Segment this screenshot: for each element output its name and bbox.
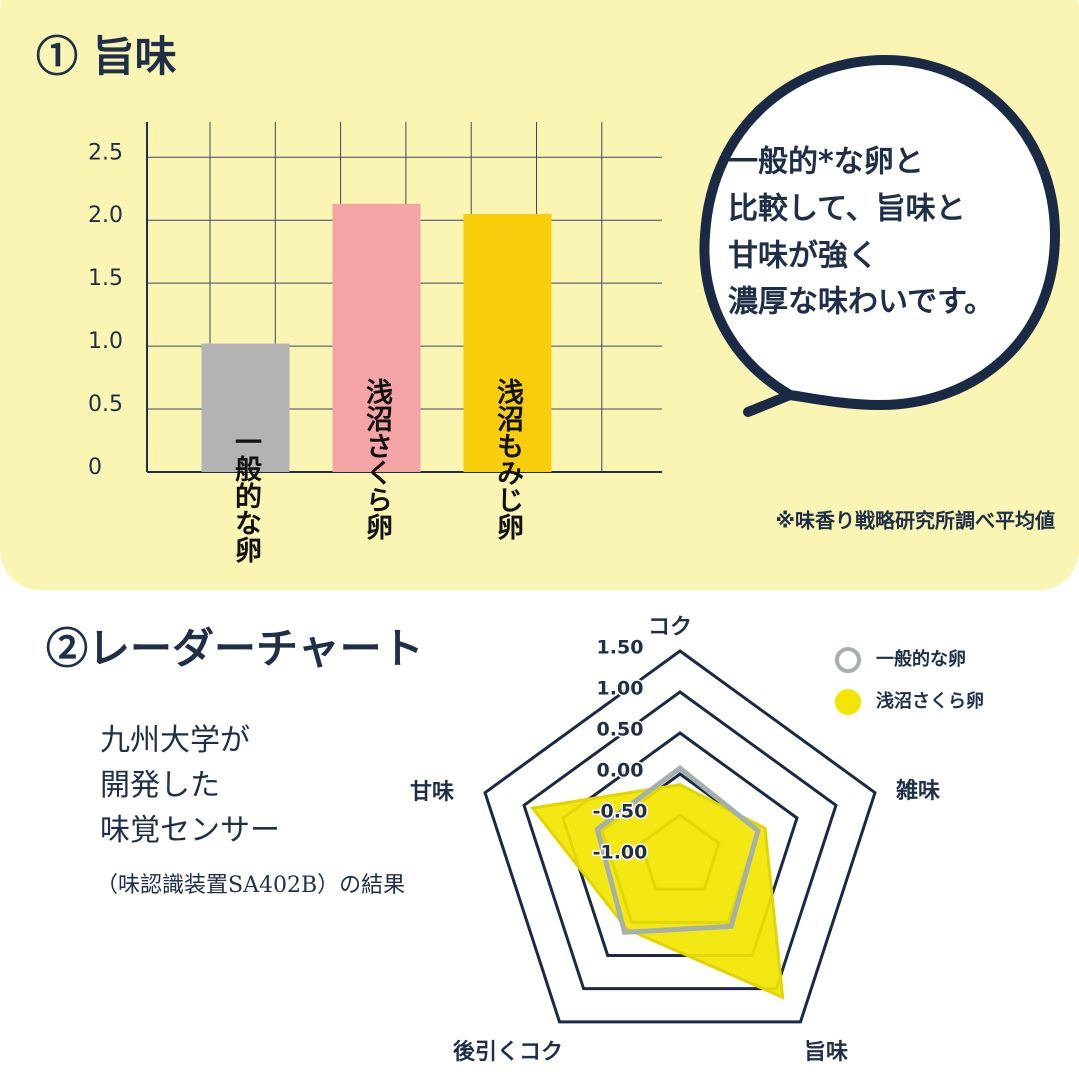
legend-label: 浅沼さくら卵 — [876, 690, 984, 712]
category-label: 浅沼もみじ卵 — [492, 378, 524, 541]
axis-label: コク — [648, 615, 692, 640]
r-tick-label: 1.50 — [597, 637, 644, 659]
r-tick-label: 1.00 — [597, 678, 644, 700]
axis-label: 雑味 — [895, 778, 940, 804]
y-tick-label: 1.5 — [88, 266, 123, 291]
series-area — [529, 783, 785, 1000]
axis-label: 後引くコク — [453, 1039, 563, 1065]
ring — [522, 690, 838, 991]
description-line: 開発した — [100, 768, 220, 803]
r-tick-label: -1.00 — [593, 842, 648, 864]
category-label: 浅沼さくら卵 — [361, 378, 393, 541]
bubble-line: 甘味が強く — [728, 239, 878, 274]
legend-label: 一般的な卵 — [876, 648, 966, 670]
bubble-line: 比較して、旨味と — [728, 192, 966, 227]
category-label: 一般的な卵 — [230, 428, 262, 564]
description-line: 九州大学が — [100, 723, 250, 758]
bar — [201, 343, 290, 472]
legend-marker — [835, 647, 861, 673]
axis-label: 旨味 — [804, 1040, 848, 1065]
bubble-line: 一般的*な卵と — [728, 145, 924, 180]
radar-title: ②レーダーチャート — [46, 624, 424, 673]
y-tick-label: 2.0 — [88, 203, 123, 228]
r-tick-label: 0.00 — [597, 760, 644, 782]
bar — [332, 203, 421, 472]
description-small: （味認識装置SA402B）の結果 — [96, 873, 405, 898]
speech-bubble — [699, 55, 1060, 417]
r-tick-label: 0.50 — [597, 719, 644, 741]
ring — [483, 649, 877, 1024]
axis-label: 甘味 — [410, 780, 454, 805]
series-line — [594, 765, 761, 935]
note: ※味香り戦略研究所調べ平均値 — [776, 509, 1055, 533]
bubble-line: 濃厚な味わいです。 — [728, 285, 994, 320]
legend-marker — [835, 689, 861, 715]
y-tick-label: 0 — [88, 455, 102, 480]
y-tick-label: 2.5 — [88, 140, 123, 165]
r-tick-label: -0.50 — [593, 801, 648, 823]
bar — [463, 213, 552, 472]
y-tick-label: 1.0 — [88, 329, 123, 354]
description-line: 味覚センサー — [100, 813, 280, 848]
y-tick-label: 0.5 — [88, 392, 123, 417]
bar-title: ① 旨味 — [36, 32, 177, 81]
